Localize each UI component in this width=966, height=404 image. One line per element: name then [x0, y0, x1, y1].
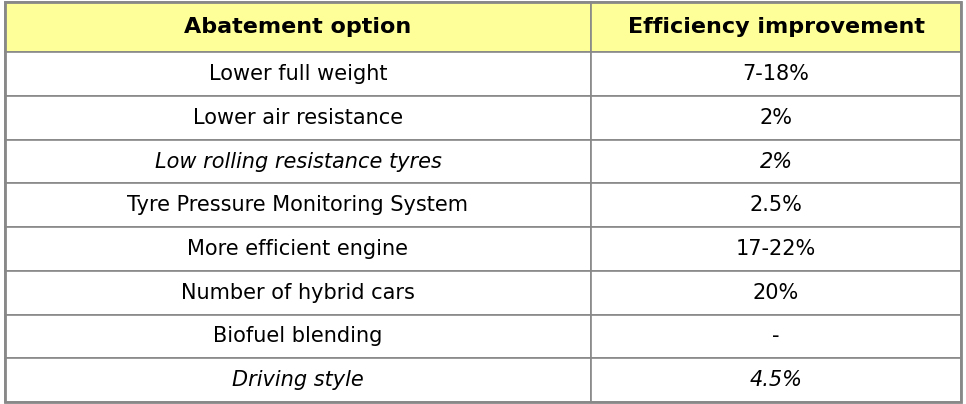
Text: Lower air resistance: Lower air resistance	[193, 108, 403, 128]
Bar	[5, 2, 591, 52]
Text: 4.5%: 4.5%	[750, 370, 803, 390]
Text: Tyre Pressure Monitoring System: Tyre Pressure Monitoring System	[128, 195, 469, 215]
Bar	[591, 358, 961, 402]
Text: 2%: 2%	[759, 152, 793, 172]
Bar	[5, 96, 591, 140]
Text: More efficient engine: More efficient engine	[187, 239, 409, 259]
Text: Driving style: Driving style	[232, 370, 364, 390]
Bar	[5, 271, 591, 315]
Text: -: -	[773, 326, 780, 346]
Text: 2.5%: 2.5%	[750, 195, 803, 215]
Bar	[591, 227, 961, 271]
Text: Number of hybrid cars: Number of hybrid cars	[181, 283, 414, 303]
Text: 17-22%: 17-22%	[736, 239, 816, 259]
Text: Abatement option: Abatement option	[185, 17, 412, 37]
Bar	[591, 271, 961, 315]
Bar	[5, 227, 591, 271]
Text: 2%: 2%	[759, 108, 793, 128]
Bar	[591, 52, 961, 96]
Bar	[591, 315, 961, 358]
Bar	[5, 183, 591, 227]
Bar	[591, 140, 961, 183]
Bar	[5, 315, 591, 358]
Bar	[591, 183, 961, 227]
Text: 7-18%: 7-18%	[743, 64, 810, 84]
Bar	[5, 52, 591, 96]
Text: Low rolling resistance tyres: Low rolling resistance tyres	[155, 152, 441, 172]
Bar	[5, 140, 591, 183]
Text: Lower full weight: Lower full weight	[209, 64, 387, 84]
Bar	[591, 2, 961, 52]
Text: Efficiency improvement: Efficiency improvement	[628, 17, 924, 37]
Text: Biofuel blending: Biofuel blending	[213, 326, 383, 346]
Text: 20%: 20%	[753, 283, 799, 303]
Bar	[591, 96, 961, 140]
Bar	[5, 358, 591, 402]
